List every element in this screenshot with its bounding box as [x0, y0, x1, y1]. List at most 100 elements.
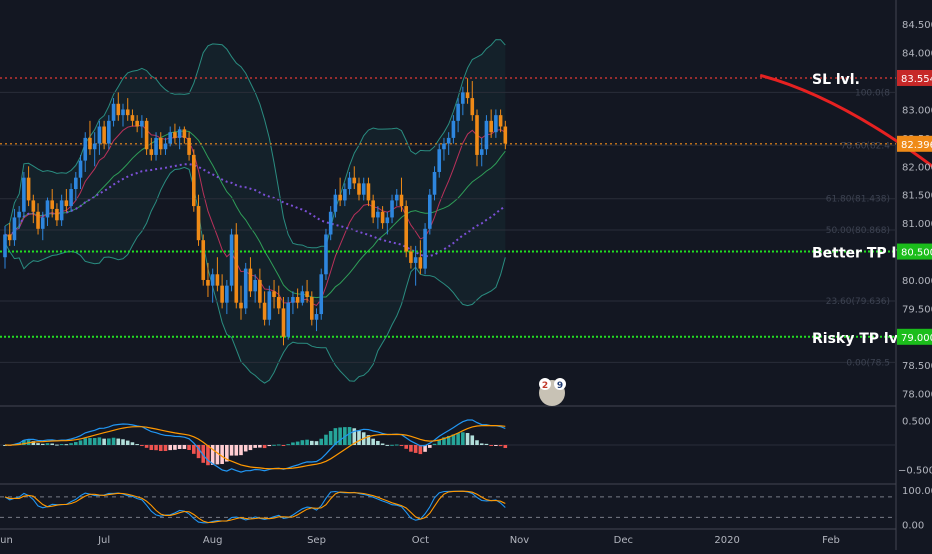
macd-histogram-bar	[192, 445, 196, 454]
macd-histogram-bar	[83, 438, 88, 445]
macd-histogram-bar	[300, 440, 305, 445]
price-label-box	[897, 135, 932, 152]
candle-body	[418, 257, 423, 269]
time-tick-label: Oct	[412, 535, 429, 546]
event-badge-dot	[554, 378, 566, 390]
candle-body	[22, 177, 26, 212]
level-label: SL lvl.	[812, 72, 860, 88]
macd-histogram-bar	[465, 433, 470, 445]
macd-histogram-bar	[357, 430, 361, 445]
candle-body	[12, 217, 17, 241]
candle-body	[107, 120, 111, 144]
candle-body	[352, 177, 357, 184]
price-tick-label: 83.000	[902, 105, 932, 116]
time-tick-label: Dec	[614, 535, 633, 546]
candle-body	[428, 194, 432, 229]
candle-body	[116, 103, 121, 116]
candle-body	[59, 200, 64, 221]
macd-histogram-bar	[352, 428, 357, 445]
macd-histogram-bar	[78, 440, 83, 445]
candle-body	[125, 109, 130, 116]
macd-histogram-bar	[338, 427, 342, 445]
macd-tick-label: 0.500	[902, 416, 931, 427]
macd-histogram-bar	[470, 435, 475, 445]
candle-body	[361, 183, 366, 195]
event-badge-dot	[539, 378, 551, 390]
macd-histogram-bar	[253, 445, 257, 448]
macd-histogram-bar	[173, 445, 177, 450]
candle-body	[45, 200, 50, 218]
sma-dotted-line	[4, 163, 506, 258]
macd-histogram-bar	[484, 443, 489, 445]
macd-histogram-bar	[163, 445, 168, 451]
macd-histogram-bar	[494, 445, 498, 446]
macd-signal-line	[4, 424, 506, 470]
candle-body	[206, 279, 210, 286]
candle-body	[347, 177, 352, 190]
time-tick-label: Feb	[822, 535, 840, 546]
macd-tick-label: −0.500	[898, 466, 932, 477]
macd-histogram-bar	[461, 432, 465, 445]
macd-histogram-bar	[154, 445, 158, 451]
candle-body	[149, 149, 154, 155]
macd-histogram-bar	[324, 434, 328, 445]
macd-histogram-bar	[314, 441, 319, 445]
macd-histogram-bar	[50, 443, 54, 445]
candle-body	[182, 129, 187, 138]
macd-histogram-bar	[394, 444, 399, 446]
macd-histogram-bar	[281, 445, 286, 446]
macd-histogram-bar	[385, 444, 390, 446]
candle-body	[144, 120, 149, 150]
level-label: Risky TP lvl.	[812, 331, 908, 347]
macd-histogram-bar	[328, 431, 333, 445]
candle-body	[409, 251, 413, 263]
price-tick-label: 79.500	[902, 304, 932, 315]
candle-body	[423, 228, 427, 269]
macd-histogram-bar	[286, 444, 290, 446]
candle-body	[498, 115, 503, 127]
macd-histogram-bar	[55, 444, 59, 446]
macd-histogram-bar	[376, 440, 380, 445]
macd-histogram-bar	[69, 443, 73, 445]
macd-histogram-bar	[59, 444, 64, 446]
candle-body	[314, 314, 319, 320]
candle-body	[451, 120, 456, 138]
price-label-box	[897, 243, 932, 260]
candle-body	[456, 103, 460, 121]
macd-histogram-bar	[267, 445, 272, 447]
candle-body	[343, 189, 347, 201]
candle-body	[465, 92, 470, 99]
candle-body	[97, 126, 102, 144]
candle-body	[3, 234, 7, 258]
macd-histogram-bar	[97, 437, 102, 445]
candle-body	[470, 98, 475, 116]
time-tick-label: 2020	[714, 535, 739, 546]
macd-histogram-bar	[418, 445, 423, 455]
macd-histogram-bar	[215, 445, 220, 465]
macd-histogram-bar	[423, 445, 427, 452]
candle-body	[225, 285, 229, 303]
price-tick-label: 84.000	[902, 49, 932, 60]
macd-histogram-bar	[225, 445, 229, 462]
macd-histogram-bar	[243, 445, 248, 452]
bollinger-lower-line	[4, 166, 506, 384]
macd-histogram-bar	[168, 445, 172, 451]
candle-body	[489, 120, 493, 133]
price-tick-label: 84.500	[902, 20, 932, 31]
candle-body	[248, 268, 253, 292]
macd-histogram-bar	[31, 441, 36, 445]
candle-body	[177, 129, 182, 138]
candle-body	[446, 137, 451, 144]
candle-body	[83, 137, 88, 161]
event-badge-text: 2	[542, 381, 548, 391]
price-label-text: 82.396	[901, 140, 932, 151]
candle-body	[215, 274, 220, 286]
macd-histogram-bar	[498, 445, 503, 447]
candle-body	[121, 109, 125, 116]
macd-histogram-bar	[177, 445, 182, 450]
macd-histogram-bar	[305, 439, 309, 445]
macd-histogram-bar	[102, 438, 106, 445]
macd-histogram-bar	[371, 438, 375, 445]
